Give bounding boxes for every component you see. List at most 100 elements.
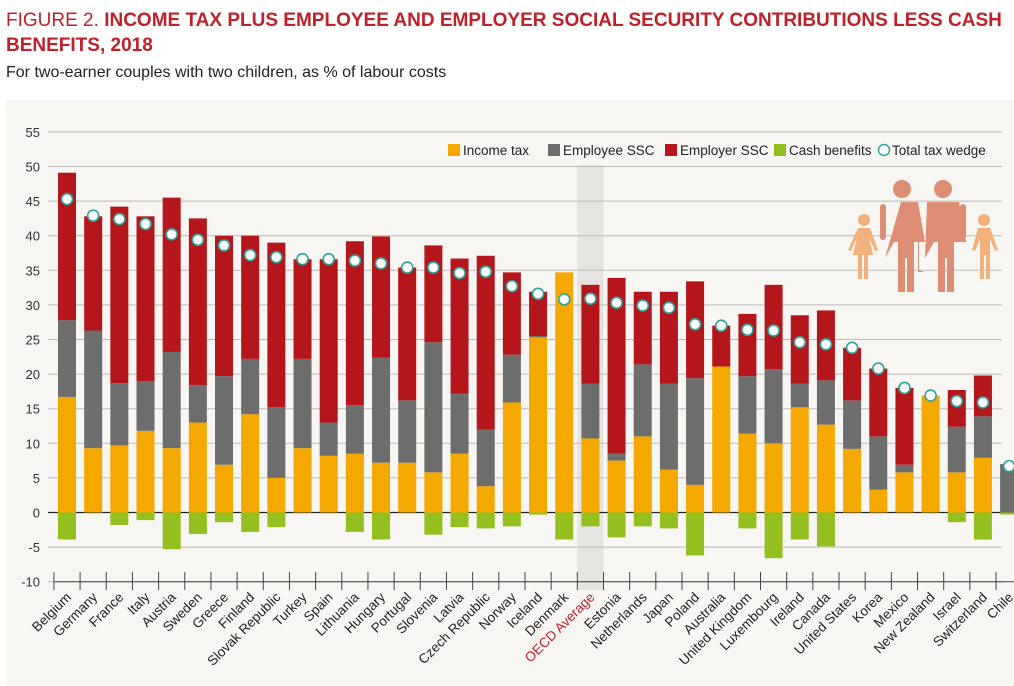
bar-income-tax [476, 486, 495, 513]
bar-employer-ssc [372, 236, 391, 358]
total-tax-wedge-marker [767, 324, 780, 337]
total-tax-wedge-marker [427, 261, 440, 274]
adult-icon-right [925, 180, 966, 292]
figure-subtitle: For two-earner couples with two children… [6, 64, 447, 81]
bar-income-tax [921, 395, 940, 513]
bar-income-tax [241, 414, 260, 513]
gridlines: -10 -5 0 5 10 15 20 25 30 35 40 45 50 55 [21, 125, 1014, 590]
total-tax-wedge-marker [60, 192, 74, 206]
bar-employer-ssc [241, 235, 260, 359]
bar-employee-ssc [267, 407, 286, 478]
bar-income-tax [319, 455, 338, 513]
bar-employee-ssc [790, 383, 809, 408]
bar-employer-ssc [162, 197, 181, 352]
bar-cash-benefits [816, 512, 835, 547]
bar-employer-ssc [659, 291, 678, 384]
total-tax-wedge-marker [898, 381, 911, 395]
total-tax-wedge-marker [165, 228, 178, 241]
legend-label: Cash benefits [789, 143, 872, 158]
bar-cash-benefits [424, 512, 443, 535]
bar-cash-benefits [345, 512, 364, 532]
bar-employee-ssc [659, 383, 678, 470]
figure-title: FIGURE 2. INCOME TAX PLUS EMPLOYEE AND E… [6, 8, 1006, 58]
legend-swatch [774, 144, 786, 156]
bar-income-tax [738, 433, 757, 513]
bar-income-tax [502, 402, 521, 513]
bar-employee-ssc [843, 400, 862, 449]
total-tax-wedge-marker [845, 341, 859, 355]
total-tax-wedge-marker [871, 362, 885, 375]
total-tax-wedge-marker [976, 396, 990, 409]
total-tax-wedge-marker [113, 212, 126, 226]
total-tax-wedge-marker [453, 266, 466, 280]
bar-employer-ssc [450, 258, 469, 394]
bar-cash-benefits [790, 512, 809, 540]
bar-income-tax [188, 422, 207, 513]
total-tax-wedge-marker [610, 296, 623, 310]
bar-employer-ssc [84, 216, 103, 331]
bar-employee-ssc [162, 351, 181, 449]
legend-swatch [448, 144, 460, 156]
bar-employee-ssc [895, 464, 914, 473]
bar-employee-ssc [738, 376, 757, 434]
bar-employee-ssc [293, 358, 312, 449]
legend-label: Income tax [463, 143, 529, 158]
bar-income-tax [816, 424, 835, 513]
bar-cash-benefits [973, 512, 992, 540]
bar-employee-ssc [110, 383, 129, 446]
total-tax-wedge-marker [400, 261, 414, 274]
bar-cash-benefits [241, 512, 260, 532]
bar-employee-ssc [58, 320, 76, 397]
y-tick-label: 0 [33, 506, 40, 521]
y-tick-label: 50 [26, 160, 40, 175]
bar-cash-benefits [1000, 512, 1014, 515]
bar-cash-benefits [58, 512, 76, 540]
bar-employee-ssc [345, 405, 364, 454]
total-tax-wedge-marker [950, 394, 964, 408]
bar-cash-benefits [947, 512, 966, 523]
family-icon [848, 180, 998, 292]
bar-employer-ssc [843, 347, 862, 401]
y-tick-label: 15 [26, 402, 40, 417]
bar-income-tax [686, 484, 705, 513]
bars [58, 172, 1014, 559]
legend-swatch [665, 144, 677, 156]
bar-employee-ssc [398, 400, 417, 463]
bar-income-tax [790, 407, 809, 513]
bar-cash-benefits [450, 512, 469, 528]
y-tick-label: 25 [26, 333, 40, 348]
bar-cash-benefits [633, 512, 652, 527]
bar-income-tax [450, 453, 469, 513]
bar-income-tax [162, 448, 181, 513]
total-tax-wedge-marker [584, 292, 597, 305]
total-tax-wedge-marker [374, 257, 388, 270]
total-tax-wedge-marker [924, 389, 937, 402]
y-tick-label: 45 [26, 194, 40, 209]
bar-income-tax [555, 272, 574, 513]
y-tick-label: 40 [26, 229, 40, 244]
adult-icon-left [880, 180, 925, 292]
bar-employee-ssc [973, 416, 992, 458]
bar-employer-ssc [58, 172, 76, 321]
bar-employer-ssc [215, 235, 234, 377]
legend: Income tax Employee SSC Employer SSC Cash b… [448, 143, 986, 158]
total-tax-wedge-marker [793, 335, 807, 349]
bar-income-tax [529, 337, 548, 513]
y-tick-label: -5 [28, 540, 40, 555]
total-tax-wedge-marker [819, 338, 833, 351]
bar-employer-ssc [398, 267, 417, 401]
bar-income-tax [293, 448, 312, 513]
bar-employer-ssc [476, 255, 495, 430]
total-tax-wedge-marker [1002, 459, 1014, 473]
bar-employee-ssc [372, 357, 391, 463]
bar-employer-ssc [502, 272, 521, 355]
bar-income-tax [895, 472, 914, 513]
bar-employer-ssc [293, 259, 312, 359]
bar-employer-ssc [529, 291, 548, 337]
bar-employer-ssc [424, 245, 443, 343]
child-icon-left [848, 214, 878, 279]
bar-employee-ssc [764, 369, 783, 444]
bar-income-tax [372, 462, 391, 513]
bar-employee-ssc [947, 426, 966, 473]
